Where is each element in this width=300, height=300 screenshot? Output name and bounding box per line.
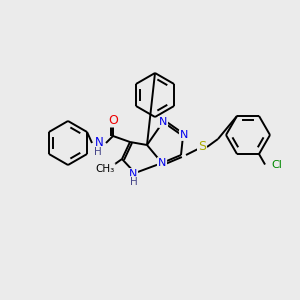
Text: S: S bbox=[198, 140, 206, 154]
Text: N: N bbox=[159, 117, 167, 127]
Text: N: N bbox=[158, 158, 166, 168]
Text: O: O bbox=[108, 113, 118, 127]
Text: N: N bbox=[180, 130, 188, 140]
Text: H: H bbox=[94, 147, 102, 157]
Text: N: N bbox=[94, 136, 103, 149]
Text: CH₃: CH₃ bbox=[95, 164, 115, 174]
Text: Cl: Cl bbox=[272, 160, 283, 170]
Text: H: H bbox=[130, 177, 138, 187]
Text: N: N bbox=[129, 169, 137, 179]
